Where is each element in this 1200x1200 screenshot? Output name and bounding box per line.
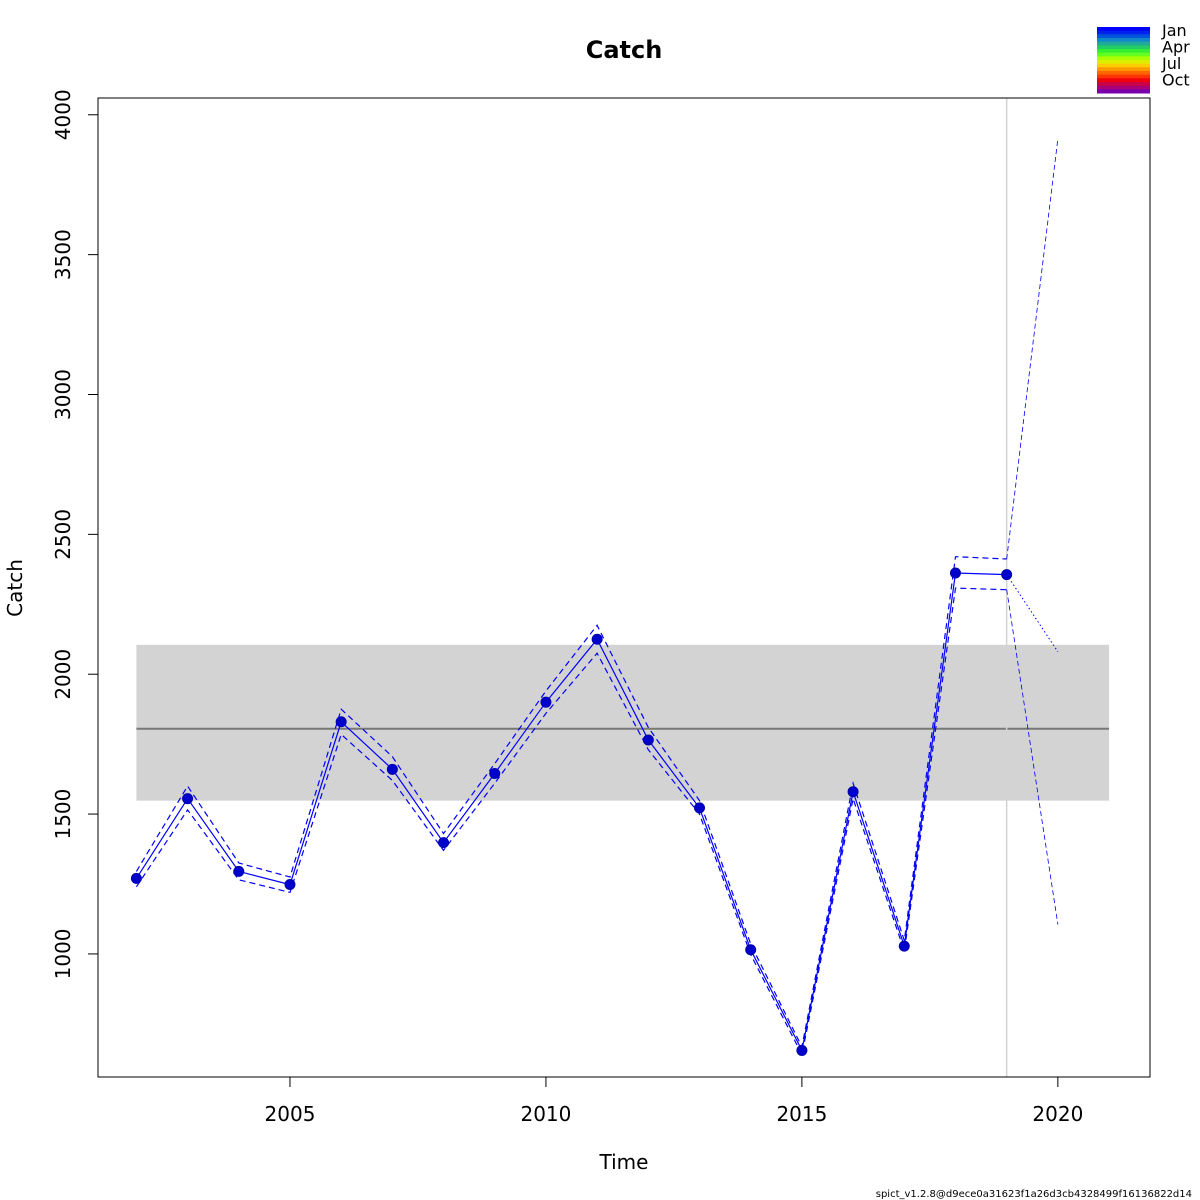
data-point <box>540 696 552 708</box>
y-tick-label: 2500 <box>51 509 75 560</box>
legend-color-swatch <box>1097 52 1150 57</box>
y-tick-label: 3000 <box>51 369 75 420</box>
footer-version: spict_v1.2.8@d9ece0a31623f1a26d3cb432849… <box>876 1189 1192 1200</box>
y-tick-label: 4000 <box>51 89 75 140</box>
data-point <box>642 734 654 746</box>
data-point <box>796 1044 808 1056</box>
data-point <box>438 837 450 849</box>
data-point <box>284 879 296 891</box>
data-point <box>949 567 961 579</box>
x-tick-label: 2015 <box>776 1102 827 1126</box>
data-point <box>335 716 347 728</box>
legend-color-swatch <box>1097 41 1150 46</box>
legend-color-swatch <box>1097 27 1150 32</box>
legend-label: Apr <box>1162 38 1190 57</box>
series-line-lower <box>135 587 1007 1057</box>
legend-color-swatch <box>1097 82 1150 87</box>
series-line-prediction-upper <box>1006 138 1059 560</box>
legend-label: Jan <box>1161 21 1187 40</box>
chart-title: Catch <box>586 36 663 64</box>
legend-label: Jul <box>1161 54 1181 73</box>
y-tick-label: 1000 <box>51 928 75 979</box>
data-point <box>386 763 398 775</box>
data-point <box>745 944 757 956</box>
legend-color-swatch <box>1097 49 1150 54</box>
y-axis-label: Catch <box>3 559 27 617</box>
legend-color-swatch <box>1097 63 1150 68</box>
data-point <box>591 633 603 645</box>
y-tick-label: 3500 <box>51 229 75 280</box>
reference-band <box>136 644 1110 801</box>
data-point <box>694 802 706 814</box>
x-tick-label: 2010 <box>520 1102 571 1126</box>
legend-color-swatch <box>1097 78 1150 83</box>
data-point <box>182 793 194 805</box>
data-point <box>898 940 910 952</box>
legend-color-swatch <box>1097 67 1150 72</box>
data-point <box>489 768 501 780</box>
data-point <box>233 865 245 877</box>
data-point <box>130 872 142 884</box>
legend-color-swatch <box>1097 34 1150 39</box>
y-tick-label: 1500 <box>51 789 75 840</box>
data-point <box>1001 569 1013 581</box>
legend-color-swatch <box>1097 56 1150 61</box>
legend-label: Oct <box>1162 71 1190 90</box>
legend-color-swatch <box>1097 38 1150 43</box>
legend-color-swatch <box>1097 74 1150 79</box>
legend-color-swatch <box>1097 60 1150 65</box>
y-axis: 1000 1500 2000 2500 3000 3500 4000 <box>51 89 99 979</box>
x-tick-label: 2020 <box>1032 1102 1083 1126</box>
series-line-estimate <box>135 572 1007 1053</box>
series-line-prediction <box>1006 574 1059 653</box>
legend-color-swatch <box>1097 85 1150 90</box>
legend-color-swatch <box>1097 71 1150 76</box>
legend-color-swatch <box>1097 30 1150 35</box>
plot-frame <box>97 97 1151 1078</box>
x-axis-label: Time <box>599 1150 649 1174</box>
data-point <box>847 786 859 798</box>
x-tick-label: 2005 <box>265 1102 316 1126</box>
legend-color-swatch <box>1097 45 1150 50</box>
y-tick-label: 2000 <box>51 649 75 700</box>
legend-color-swatch <box>1097 89 1150 94</box>
series-line-prediction-lower <box>1006 589 1059 925</box>
x-axis: 2005 2010 2015 2020 <box>265 1076 1083 1126</box>
plot-area <box>130 98 1110 1077</box>
series-line-upper <box>135 556 1007 1049</box>
